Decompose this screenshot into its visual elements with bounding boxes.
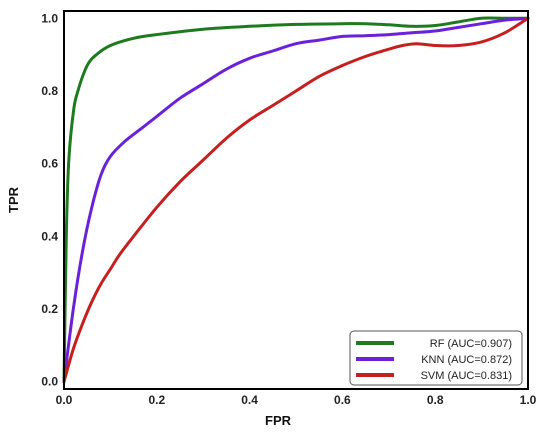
legend-label: SVM (AUC=0.831) xyxy=(421,370,512,382)
series-group xyxy=(62,16,530,384)
y-tick-label: 0.8 xyxy=(41,84,58,98)
x-tick-label: 0.6 xyxy=(334,393,351,407)
legend-label: KNN (AUC=0.872) xyxy=(421,354,512,366)
y-tick-group: 0.0 0.2 0.4 0.6 0.8 1.0 xyxy=(41,11,58,388)
series-line-svm xyxy=(62,16,530,384)
series-line-knn xyxy=(62,16,530,384)
y-tick-label: 0.4 xyxy=(41,229,58,243)
x-axis-label: FPR xyxy=(265,413,292,428)
legend-label: RF (AUC=0.907) xyxy=(430,338,512,350)
x-tick-label: 0.0 xyxy=(56,393,73,407)
x-tick-group: 0.0 0.2 0.4 0.6 0.8 1.0 xyxy=(56,393,537,407)
x-tick-label: 1.0 xyxy=(520,393,537,407)
y-tick-label: 0.6 xyxy=(41,157,58,171)
series-line-rf xyxy=(62,16,530,384)
x-tick-label: 0.2 xyxy=(148,393,165,407)
y-axis-label: TPR xyxy=(6,186,21,213)
y-tick-label: 1.0 xyxy=(41,11,58,25)
legend: RF (AUC=0.907) KNN (AUC=0.872) SVM (AUC=0.… xyxy=(349,330,523,386)
plot-frame xyxy=(63,10,529,390)
y-tick-label: 0.0 xyxy=(41,375,58,389)
y-tick-label: 0.2 xyxy=(41,302,58,316)
x-tick-label: 0.4 xyxy=(241,393,258,407)
x-tick-label: 0.8 xyxy=(427,393,444,407)
